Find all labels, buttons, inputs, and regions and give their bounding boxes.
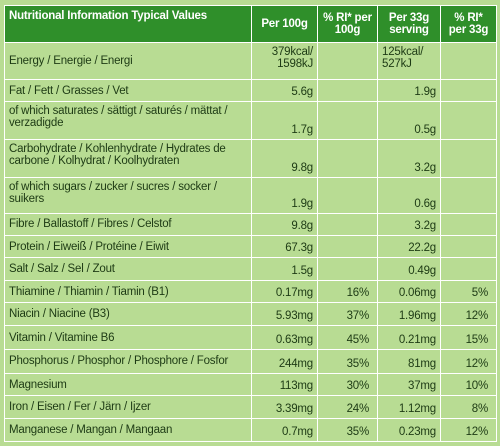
ri-per-100g: 30% — [317, 372, 378, 397]
value-per-33g: 1.12mg — [377, 395, 441, 420]
value-per-33g: 0.49g — [377, 256, 441, 281]
table-row: Niacin / Niacine (B3) 5.93mg 37% 1.96mg … — [4, 302, 497, 327]
value-per-33g: 0.5g — [377, 100, 441, 141]
value-per-100g: 0.63mg — [251, 325, 318, 350]
ri-per-33g — [440, 235, 497, 258]
nutrient-label: Thiamine / Thiamin / Tiamin (B1) — [4, 279, 252, 304]
value-per-100g: 0.17mg — [251, 279, 318, 304]
ri-per-33g — [440, 212, 497, 237]
value-per-100g: 5.6g — [251, 79, 318, 102]
value-per-100g: 113mg — [251, 372, 318, 397]
nutrient-label: of which saturates / sättigt / saturés /… — [4, 100, 252, 141]
value-per-100g: 0.7mg — [251, 418, 318, 442]
value-per-33g: 0.06mg — [377, 279, 441, 304]
table-row: Fibre / Ballastoff / Fibres / Celstof 9.… — [4, 212, 497, 237]
value-per-100g: 5.93mg — [251, 302, 318, 327]
value-per-33g: 0.21mg — [377, 325, 441, 350]
nutrition-table: Nutritional Information Typical Values P… — [4, 5, 497, 442]
ri-per-33g — [440, 177, 497, 214]
nutrient-label: Energy / Energie / Energi — [4, 41, 252, 81]
ri-per-33g — [440, 41, 497, 81]
nutrient-label: Iron / Eisen / Fer / Järn / Ijzer — [4, 395, 252, 420]
ri-per-100g — [317, 235, 378, 258]
ri-per-33g: 5% — [440, 279, 497, 304]
ri-per-100g: 16% — [317, 279, 378, 304]
value-per-33g: 0.23mg — [377, 418, 441, 442]
value-per-33g: 1.96mg — [377, 302, 441, 327]
ri-per-33g: 12% — [440, 348, 497, 374]
table-row: Salt / Salz / Sel / Zout 1.5g 0.49g — [4, 256, 497, 281]
table-row: Manganese / Mangan / Mangaan 0.7mg 35% 0… — [4, 418, 497, 442]
value-per-33g: 81mg — [377, 348, 441, 374]
nutrient-label: Manganese / Mangan / Mangaan — [4, 418, 252, 442]
ri-per-33g: 12% — [440, 418, 497, 442]
header-ri-per-100g: % RI* per 100g — [317, 5, 378, 43]
value-per-100g: 1.7g — [251, 100, 318, 141]
value-per-100g: 9.8g — [251, 212, 318, 237]
table-row: Carbohydrate / Kohlenhydrate / Hydrates … — [4, 139, 497, 179]
value-per-100g: 1.9g — [251, 177, 318, 214]
table-row: Thiamine / Thiamin / Tiamin (B1) 0.17mg … — [4, 279, 497, 304]
value-per-100g: 9.8g — [251, 139, 318, 179]
ri-per-33g — [440, 256, 497, 281]
table-row: Protein / Eiweiß / Protéine / Eiwit 67.3… — [4, 235, 497, 258]
nutrient-label: Carbohydrate / Kohlenhydrate / Hydrates … — [4, 139, 252, 179]
ri-per-100g — [317, 41, 378, 81]
table-row: Phosphorus / Phosphor / Phosphore / Fosf… — [4, 348, 497, 374]
ri-per-33g — [440, 100, 497, 141]
ri-per-33g: 15% — [440, 325, 497, 350]
value-per-33g: 3.2g — [377, 139, 441, 179]
ri-per-100g — [317, 79, 378, 102]
table-row: of which sugars / zucker / sucres / sock… — [4, 177, 497, 214]
value-per-33g: 37mg — [377, 372, 441, 397]
value-per-33g: 3.2g — [377, 212, 441, 237]
nutrient-label: Phosphorus / Phosphor / Phosphore / Fosf… — [4, 348, 252, 374]
ri-per-33g: 12% — [440, 302, 497, 327]
value-per-33g: 125kcal/ 527kJ — [377, 41, 441, 81]
nutrient-label: Fibre / Ballastoff / Fibres / Celstof — [4, 212, 252, 237]
value-per-100g: 3.39mg — [251, 395, 318, 420]
nutrient-label: Salt / Salz / Sel / Zout — [4, 256, 252, 281]
ri-per-100g — [317, 177, 378, 214]
nutrient-label: Magnesium — [4, 372, 252, 397]
table-row: of which saturates / sättigt / saturés /… — [4, 100, 497, 141]
value-per-100g: 67.3g — [251, 235, 318, 258]
value-per-100g: 244mg — [251, 348, 318, 374]
table-row: Energy / Energie / Energi 379kcal/ 1598k… — [4, 41, 497, 81]
value-per-33g: 0.6g — [377, 177, 441, 214]
nutrient-label: Niacin / Niacine (B3) — [4, 302, 252, 327]
header-per-100g: Per 100g — [251, 5, 318, 43]
ri-per-100g: 45% — [317, 325, 378, 350]
table-row: Magnesium 113mg 30% 37mg 10% — [4, 372, 497, 397]
value-per-100g: 1.5g — [251, 256, 318, 281]
value-per-33g: 22.2g — [377, 235, 441, 258]
table-header-row: Nutritional Information Typical Values P… — [4, 5, 497, 43]
nutrient-label: of which sugars / zucker / sucres / sock… — [4, 177, 252, 214]
header-title: Nutritional Information Typical Values — [4, 5, 252, 43]
table-row: Vitamin / Vitamine B6 0.63mg 45% 0.21mg … — [4, 325, 497, 350]
header-per-33g-serving: Per 33g serving — [377, 5, 441, 43]
ri-per-100g: 24% — [317, 395, 378, 420]
nutrient-label: Fat / Fett / Grasses / Vet — [4, 79, 252, 102]
ri-per-100g: 35% — [317, 418, 378, 442]
table-row: Fat / Fett / Grasses / Vet 5.6g 1.9g — [4, 79, 497, 102]
value-per-100g: 379kcal/ 1598kJ — [251, 41, 318, 81]
header-ri-per-33g: % RI* per 33g — [440, 5, 497, 43]
nutrient-label: Vitamin / Vitamine B6 — [4, 325, 252, 350]
ri-per-100g — [317, 212, 378, 237]
ri-per-100g: 37% — [317, 302, 378, 327]
ri-per-100g — [317, 139, 378, 179]
ri-per-100g — [317, 256, 378, 281]
ri-per-100g: 35% — [317, 348, 378, 374]
ri-per-33g — [440, 79, 497, 102]
ri-per-33g — [440, 139, 497, 179]
nutrient-label: Protein / Eiweiß / Protéine / Eiwit — [4, 235, 252, 258]
value-per-33g: 1.9g — [377, 79, 441, 102]
ri-per-33g: 8% — [440, 395, 497, 420]
ri-per-33g: 10% — [440, 372, 497, 397]
table-row: Iron / Eisen / Fer / Järn / Ijzer 3.39mg… — [4, 395, 497, 420]
ri-per-100g — [317, 100, 378, 141]
